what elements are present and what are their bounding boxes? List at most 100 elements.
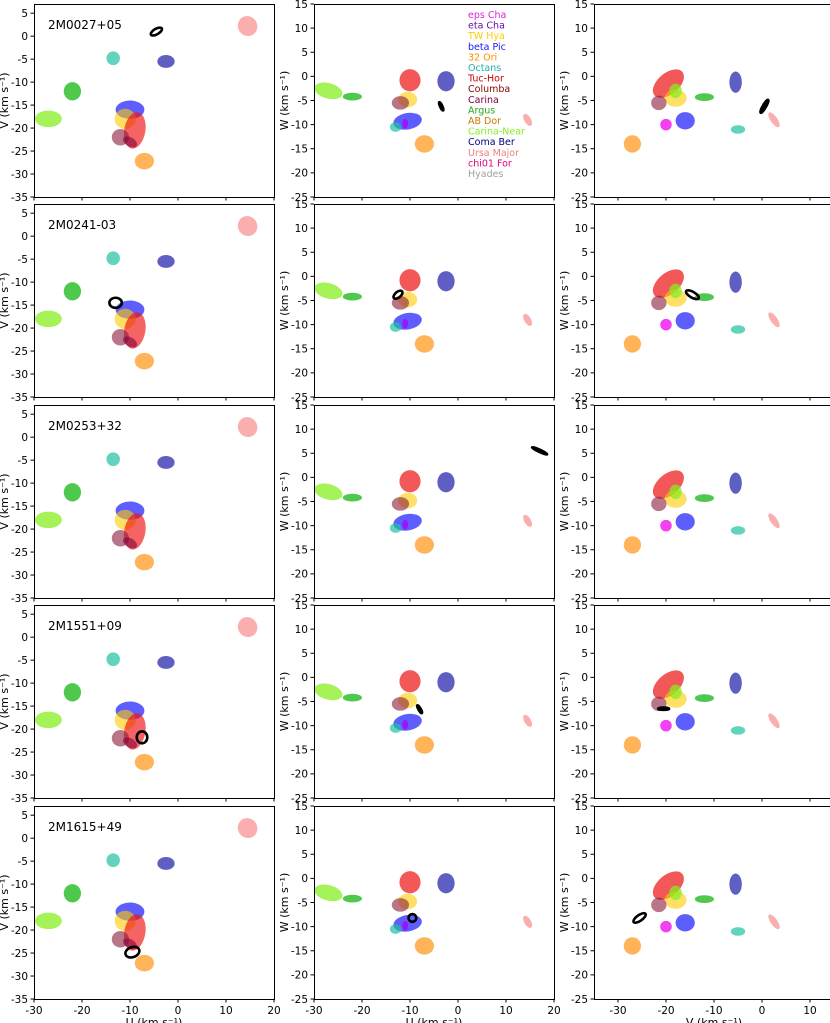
- y-tick-label: -5: [298, 897, 308, 909]
- group-ellipse-columba: [651, 897, 667, 913]
- panel-UV-0: -35 -30 -25 -20 -15 -10 -5 0 5 V (km s⁻¹) 2M0027+0…: [0, 4, 275, 204]
- y-tick-label: 15: [575, 801, 588, 813]
- group-ellipse-ursa-major: [523, 915, 533, 928]
- group-ellipse-ursa-major: [523, 714, 533, 727]
- y-axis-label: W (km s⁻¹): [278, 271, 291, 331]
- y-axis-label: W (km s⁻¹): [558, 672, 571, 732]
- group-ellipse-octans: [389, 523, 402, 533]
- y-tick-label: 15: [295, 600, 308, 612]
- legend-entry: Argus: [468, 105, 495, 116]
- y-tick-label: -35: [11, 192, 28, 204]
- y-tick-label: 0: [581, 271, 588, 283]
- y-tick-label: 10: [295, 825, 308, 837]
- group-ellipse-coma-ber: [729, 873, 742, 895]
- plot-area: [34, 818, 258, 972]
- y-tick-label: 0: [301, 472, 308, 484]
- group-ellipse-argus: [342, 292, 362, 301]
- y-axis-label: V (km s⁻¹): [0, 673, 11, 729]
- x-tick-label: 20: [547, 1005, 560, 1017]
- object-ellipse: [684, 289, 701, 301]
- y-tick-label: -25: [291, 994, 308, 1006]
- y-tick-label: -10: [11, 879, 28, 891]
- plot-area: [314, 670, 533, 754]
- y-tick-label: -5: [578, 696, 588, 708]
- group-ellipse-ursa-major: [237, 417, 258, 438]
- y-tick-label: -15: [11, 701, 28, 713]
- y-tick-label: 5: [301, 247, 308, 259]
- group-ellipse-octans: [106, 251, 120, 266]
- y-tick-label: -25: [11, 747, 28, 759]
- x-tick-label: 10: [803, 1005, 816, 1017]
- y-tick-label: -20: [291, 769, 308, 781]
- group-ellipse-octans: [389, 723, 402, 733]
- y-tick-label: 5: [301, 47, 308, 59]
- group-ellipse-ursa-major: [768, 112, 780, 128]
- legend-entry: Tuc-Hor: [467, 74, 504, 85]
- group-ellipse-eta-cha: [402, 118, 409, 129]
- group-ellipse-coma-ber: [157, 656, 175, 669]
- legend-entry: Ursa Major: [468, 148, 519, 159]
- group-ellipse-argus: [694, 494, 715, 502]
- y-tick-label: -20: [291, 368, 308, 380]
- y-tick-label: 5: [21, 208, 28, 220]
- y-tick-label: -5: [18, 254, 28, 266]
- panel-UW-0: -25 -20 -15 -10 -5 0 5 10 15 W (km s⁻¹) eps Chaeta…: [278, 0, 555, 204]
- y-tick-label: 10: [575, 624, 588, 636]
- group-ellipse-tuc-hor: [399, 871, 421, 894]
- y-tick-label: -15: [291, 545, 308, 557]
- y-tick-label: -5: [18, 54, 28, 66]
- group-ellipse-ursa-major: [237, 617, 258, 638]
- y-tick-label: -20: [571, 368, 588, 380]
- y-tick-label: -15: [291, 144, 308, 156]
- group-ellipse-ursa-major: [523, 514, 533, 527]
- y-tick-label: -20: [11, 724, 28, 736]
- y-tick-label: -30: [11, 971, 28, 983]
- y-tick-label: -10: [571, 720, 588, 732]
- y-tick-label: -35: [11, 793, 28, 805]
- group-ellipse-ab-dor: [623, 937, 642, 955]
- x-tick-label: -20: [657, 1005, 674, 1017]
- y-tick-label: -10: [291, 921, 308, 933]
- y-axis-label: W (km s⁻¹): [558, 472, 571, 532]
- y-tick-label: -20: [11, 524, 28, 536]
- y-tick-label: 5: [21, 810, 28, 822]
- y-tick-label: 15: [295, 801, 308, 813]
- plot-area: [314, 269, 533, 353]
- group-ellipse-carina: [122, 537, 138, 549]
- y-tick-label: 5: [581, 247, 588, 259]
- plot-area: [623, 670, 780, 754]
- axes-frame: [34, 605, 275, 799]
- legend-entry: eps Cha: [468, 10, 506, 21]
- group-ellipse-argus: [63, 483, 82, 502]
- group-ellipse-octans: [730, 125, 746, 134]
- panel-VW-0: -25 -20 -15 -10 -5 0 5 10 15 W (km s⁻¹): [558, 0, 830, 204]
- group-ellipse-ab-dor: [134, 352, 154, 370]
- y-tick-label: -15: [291, 745, 308, 757]
- group-ellipse-eta-cha: [402, 318, 409, 329]
- y-tick-label: -20: [571, 970, 588, 982]
- legend-entry: beta Pic: [468, 42, 506, 53]
- y-tick-label: 0: [21, 31, 28, 43]
- y-tick-label: -30: [11, 570, 28, 582]
- group-ellipse-beta-pic: [675, 513, 695, 531]
- group-ellipse-carina-near: [314, 884, 343, 902]
- group-ellipse-carina-near: [314, 683, 343, 701]
- y-axis-label: W (km s⁻¹): [558, 873, 571, 933]
- group-ellipse-argus: [63, 82, 82, 101]
- legend-entry: eta Cha: [468, 21, 505, 32]
- plot-area: [34, 617, 258, 771]
- x-tick-label: 0: [455, 1005, 462, 1017]
- group-ellipse-ab-dor: [134, 753, 154, 771]
- y-tick-label: -5: [18, 856, 28, 868]
- legend-entry: Carina: [468, 95, 499, 106]
- y-tick-label: -30: [11, 770, 28, 782]
- group-ellipse-ab-dor: [414, 135, 434, 153]
- y-tick-label: -15: [571, 344, 588, 356]
- group-ellipse-ursa-major: [237, 216, 258, 237]
- y-tick-label: -20: [11, 925, 28, 937]
- y-tick-label: 15: [295, 400, 308, 412]
- axes-frame: [594, 204, 830, 398]
- legend-entry: 32 Ori: [468, 52, 497, 63]
- y-tick-label: 5: [581, 648, 588, 660]
